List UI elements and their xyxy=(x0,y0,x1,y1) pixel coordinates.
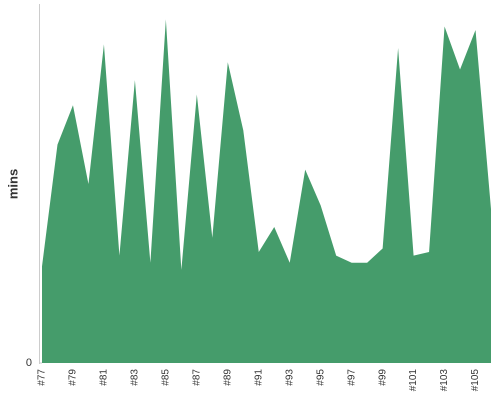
y-tick-label: 0 xyxy=(26,357,32,369)
x-tick-label: #87 xyxy=(191,369,202,386)
x-tick-label: #99 xyxy=(377,369,388,386)
x-tick-label: #85 xyxy=(161,369,172,386)
x-tick-label: #81 xyxy=(99,369,110,386)
x-tick-label: #103 xyxy=(439,369,450,392)
x-tick-label: #95 xyxy=(315,369,326,386)
x-tick-label: #89 xyxy=(222,369,233,386)
x-tick-label: #101 xyxy=(408,369,419,392)
x-tick-label: #77 xyxy=(37,369,48,386)
x-tick-label: #91 xyxy=(253,369,264,386)
x-tick-label: #105 xyxy=(470,369,481,392)
x-tick-label: #93 xyxy=(284,369,295,386)
x-tick-label: #83 xyxy=(130,369,141,386)
x-tick-label: #79 xyxy=(68,369,79,386)
area xyxy=(42,19,491,363)
x-tick-label: #97 xyxy=(346,369,357,386)
y-axis-label: mins xyxy=(5,169,20,199)
